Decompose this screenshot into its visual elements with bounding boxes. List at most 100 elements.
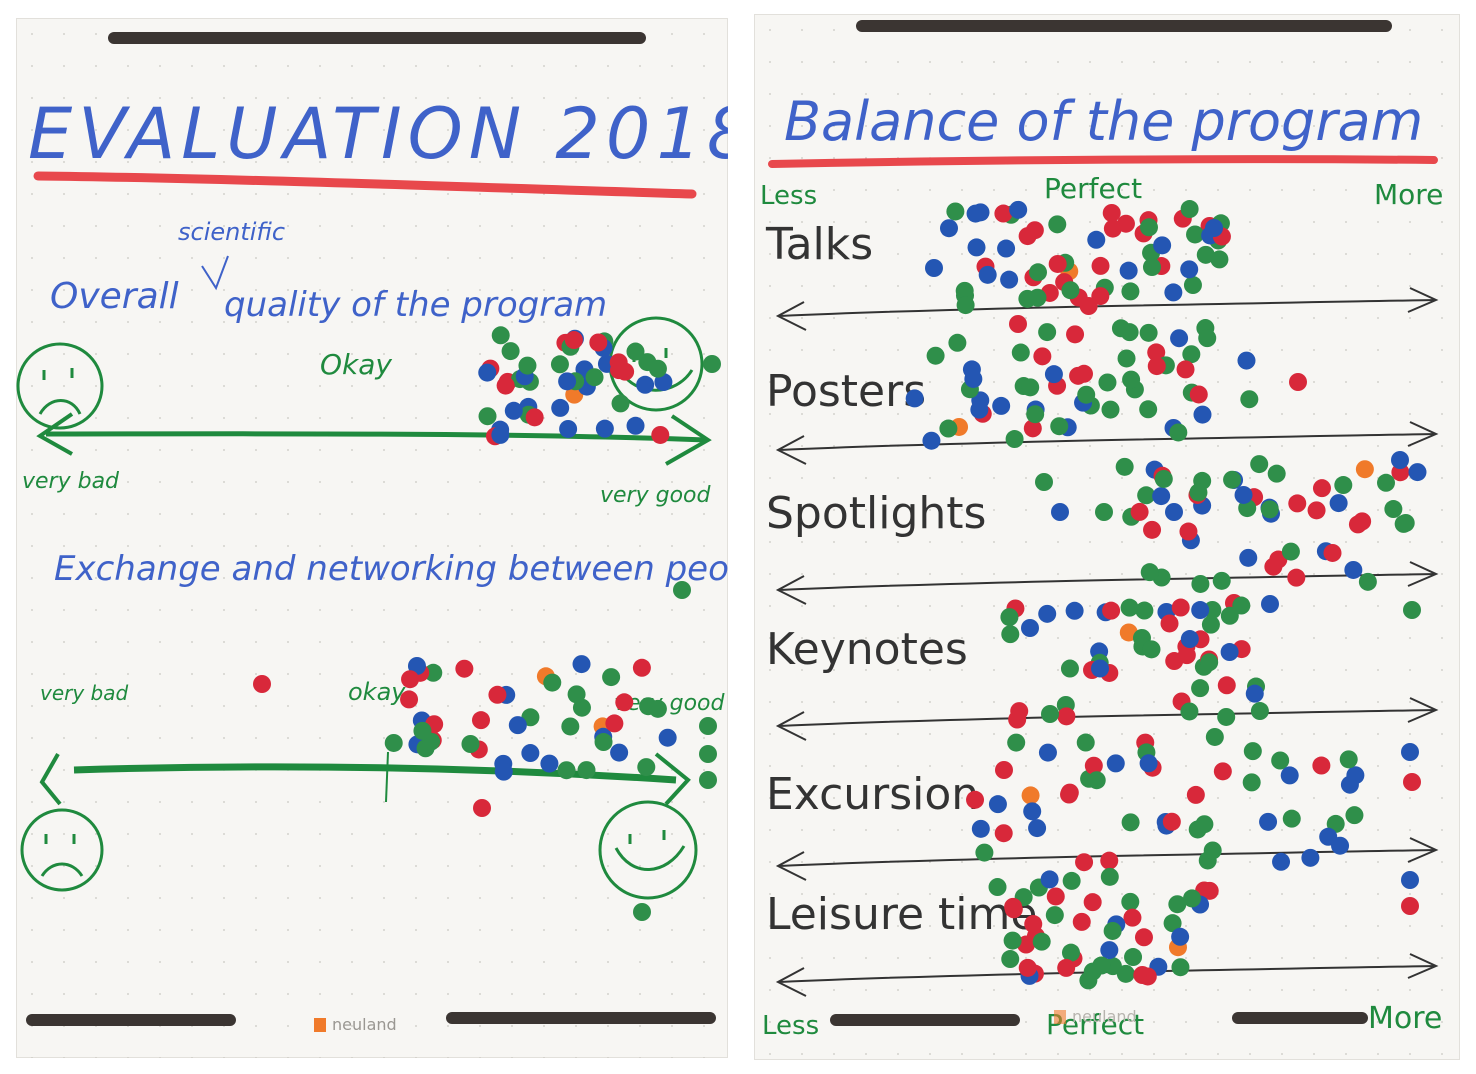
vote-sticker — [994, 824, 1013, 843]
scale-arrow — [775, 421, 1439, 465]
vote-sticker — [1288, 494, 1307, 513]
vote-sticker — [1041, 705, 1059, 723]
vote-sticker — [1123, 908, 1142, 927]
vote-sticker — [926, 346, 945, 365]
poster-evaluation-2018: EVALUATION 2018 scientific Overall quali… — [16, 18, 728, 1058]
vote-sticker — [1026, 405, 1045, 424]
vote-sticker — [975, 843, 994, 862]
vote-sticker — [1180, 260, 1199, 279]
vote-stickers — [253, 326, 721, 921]
vote-sticker — [1183, 276, 1202, 295]
vote-sticker — [1147, 357, 1166, 376]
category-row: Keynotes — [766, 624, 1439, 741]
binder-strip — [108, 32, 646, 44]
vote-sticker — [1394, 514, 1413, 533]
vote-sticker — [1196, 245, 1215, 264]
vote-sticker — [610, 743, 629, 762]
vote-sticker — [638, 353, 657, 372]
vote-sticker — [699, 771, 717, 789]
vote-sticker — [633, 903, 651, 921]
vote-sticker — [602, 668, 621, 687]
vote-sticker — [1057, 958, 1076, 977]
q1-text-overall: Overall — [50, 276, 179, 317]
vote-sticker — [572, 655, 591, 674]
vote-sticker — [1319, 827, 1338, 846]
vote-sticker — [1001, 950, 1020, 969]
vote-sticker — [1100, 867, 1119, 886]
vote-sticker — [1119, 261, 1138, 280]
vote-sticker — [1018, 227, 1037, 246]
vote-sticker — [1139, 218, 1158, 237]
vote-sticker — [1139, 754, 1158, 773]
vote-sticker — [626, 416, 645, 435]
vote-sticker — [1028, 263, 1047, 282]
vote-sticker — [1339, 750, 1358, 769]
vote-sticker — [1205, 727, 1224, 746]
vote-sticker — [1079, 971, 1098, 990]
vote-sticker — [1160, 614, 1179, 633]
vote-sticker — [994, 204, 1013, 223]
vote-sticker — [540, 754, 559, 773]
vote-sticker — [605, 714, 624, 733]
vote-sticker — [478, 407, 497, 426]
svg-text:neuland: neuland — [1072, 1007, 1137, 1026]
vote-sticker — [1004, 897, 1023, 916]
label-less-bottom: Less — [762, 1011, 819, 1041]
vote-sticker — [557, 761, 576, 780]
vote-sticker — [1065, 601, 1084, 620]
vote-sticker — [1401, 871, 1419, 889]
vote-sticker — [1264, 557, 1283, 576]
vote-sticker — [946, 202, 965, 221]
vote-sticker — [1011, 343, 1030, 362]
vote-sticker — [1057, 707, 1076, 726]
vote-sticker — [1271, 751, 1290, 770]
vote-sticker — [1044, 365, 1063, 384]
vote-sticker — [609, 361, 628, 380]
vote-sticker — [1165, 503, 1183, 521]
vote-sticker — [1200, 881, 1219, 900]
label-more-bottom: More — [1368, 1001, 1442, 1036]
vote-sticker — [1092, 956, 1111, 975]
vote-sticker — [703, 355, 721, 373]
vote-sticker — [636, 375, 655, 394]
vote-sticker — [1139, 323, 1158, 342]
vote-sticker — [905, 389, 924, 408]
vote-sticker — [1186, 225, 1205, 244]
sad-face-icon — [16, 342, 104, 430]
vote-sticker — [1180, 200, 1199, 219]
vote-sticker — [1048, 254, 1067, 273]
vote-sticker — [1000, 608, 1019, 627]
vote-sticker — [1061, 281, 1080, 300]
vote-sticker — [992, 396, 1011, 415]
sad-face-icon — [20, 808, 104, 892]
vote-sticker — [988, 795, 1007, 814]
vote-sticker — [956, 296, 975, 315]
vote-sticker — [632, 658, 651, 677]
vote-sticker — [1007, 733, 1026, 752]
vote-sticker — [1250, 702, 1269, 721]
vote-sticker — [971, 203, 990, 222]
vote-sticker — [1217, 707, 1236, 726]
vote-sticker — [1117, 349, 1136, 368]
vote-sticker — [1133, 966, 1152, 985]
vote-sticker — [577, 761, 596, 780]
vote-sticker — [1091, 287, 1110, 306]
vote-sticker — [1106, 754, 1125, 773]
vote-sticker — [1035, 473, 1053, 491]
vote-sticker — [1176, 360, 1195, 379]
category-label: Spotlights — [766, 488, 986, 539]
vote-sticker — [1008, 710, 1027, 729]
vote-sticker — [1237, 351, 1256, 370]
vote-sticker — [1000, 270, 1019, 289]
vote-sticker — [1111, 319, 1130, 338]
vote-sticker — [1403, 773, 1421, 791]
vote-stickers — [905, 200, 1427, 990]
vote-sticker — [1312, 756, 1331, 775]
vote-sticker — [461, 734, 480, 753]
vote-sticker — [1180, 702, 1199, 721]
vote-sticker — [1223, 470, 1242, 489]
category-rows: Talks Posters Spotlights Keynotes Excursion L… — [765, 219, 1439, 997]
vote-sticker — [491, 425, 510, 444]
vote-sticker — [967, 238, 986, 257]
neuland-logo: neuland — [314, 1015, 397, 1034]
